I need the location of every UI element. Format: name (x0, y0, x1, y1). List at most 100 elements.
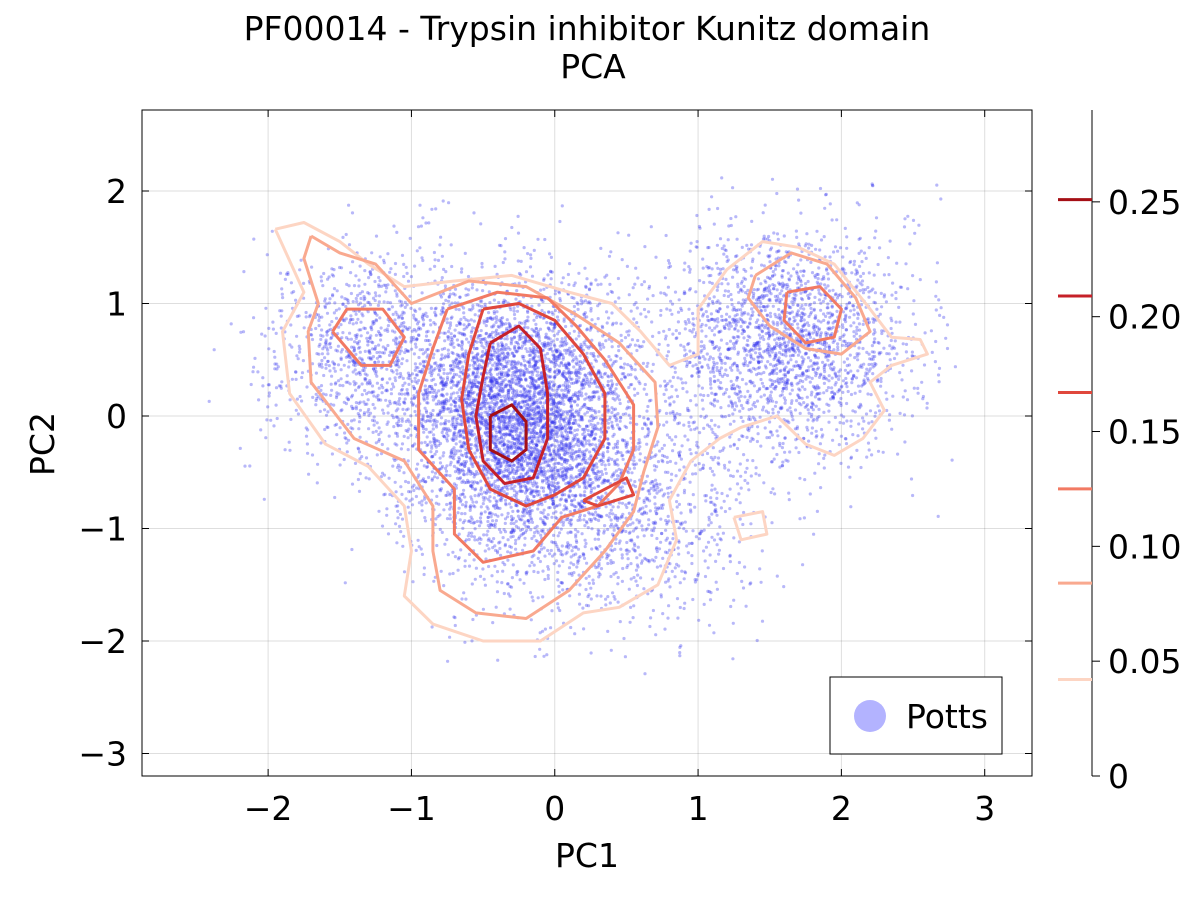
scatter-point (381, 377, 385, 381)
scatter-point (784, 354, 788, 358)
scatter-point (911, 493, 915, 498)
scatter-point (548, 428, 552, 432)
scatter-point (295, 314, 299, 318)
scatter-point (685, 544, 689, 548)
scatter-point (513, 541, 518, 546)
scatter-point (841, 421, 846, 425)
scatter-point (707, 623, 712, 627)
scatter-point (913, 322, 918, 326)
scatter-point (871, 372, 875, 376)
scatter-point (583, 373, 587, 377)
scatter-point (842, 360, 846, 364)
scatter-point (858, 289, 862, 293)
scatter-point (530, 536, 534, 541)
scatter-point (664, 538, 668, 542)
scatter-point (352, 284, 357, 288)
scatter-point (731, 383, 736, 387)
scatter-point (859, 274, 863, 278)
scatter-point (374, 372, 378, 376)
scatter-point (494, 315, 499, 319)
scatter-point (575, 540, 579, 545)
scatter-point (742, 346, 746, 350)
scatter-point (736, 285, 740, 289)
scatter-point (766, 351, 770, 355)
scatter-point (727, 346, 731, 350)
scatter-point (870, 453, 874, 457)
scatter-point (348, 321, 352, 325)
scatter-point (663, 627, 667, 631)
scatter-point (580, 440, 585, 444)
scatter-point (440, 466, 444, 470)
scatter-point (673, 566, 677, 570)
scatter-point (651, 608, 656, 613)
scatter-point (642, 534, 646, 538)
scatter-point (442, 584, 446, 588)
scatter-point (551, 388, 555, 392)
scatter-point (394, 340, 398, 344)
scatter-point (517, 377, 521, 381)
scatter-point (872, 273, 876, 277)
scatter-point (439, 416, 444, 420)
scatter-point (896, 452, 900, 456)
scatter-point (757, 333, 762, 337)
scatter-point (625, 330, 629, 334)
scatter-point (578, 363, 582, 368)
scatter-point (431, 455, 435, 459)
scatter-point (448, 323, 453, 327)
scatter-point (677, 540, 681, 544)
scatter-point (710, 512, 714, 516)
scatter-point (653, 454, 657, 458)
scatter-point (356, 412, 360, 416)
scatter-point (817, 415, 821, 419)
scatter-point (547, 458, 551, 462)
scatter-point (424, 480, 428, 484)
scatter-point (608, 511, 612, 515)
scatter-point (455, 420, 459, 424)
scatter-point (346, 422, 350, 426)
scatter-point (517, 535, 522, 539)
scatter-point (434, 501, 438, 505)
scatter-point (857, 405, 861, 409)
scatter-point (543, 408, 547, 412)
scatter-point (675, 394, 680, 398)
scatter-point (580, 505, 584, 509)
scatter-point (678, 454, 682, 459)
scatter-point (879, 376, 883, 381)
scatter-point (493, 264, 497, 268)
scatter-point (585, 396, 589, 400)
scatter-point (873, 330, 877, 334)
scatter-point (707, 366, 711, 370)
scatter-point (324, 366, 328, 370)
scatter-point (410, 485, 415, 489)
scatter-point (553, 457, 558, 461)
scatter-point (326, 348, 330, 352)
scatter-point (328, 297, 332, 301)
scatter-point (455, 338, 459, 342)
scatter-point (821, 433, 825, 437)
scatter-point (603, 467, 608, 471)
scatter-point (567, 385, 572, 389)
scatter-point (272, 349, 276, 354)
scatter-point (501, 417, 505, 421)
scatter-point (755, 373, 759, 377)
scatter-point (584, 587, 588, 592)
scatter-point (763, 286, 767, 290)
scatter-point (729, 216, 733, 221)
scatter-point (352, 347, 356, 351)
scatter-point (554, 510, 558, 514)
scatter-point (497, 541, 501, 545)
scatter-point (468, 402, 472, 406)
scatter-point (320, 328, 324, 332)
scatter-point (748, 321, 752, 325)
scatter-point (374, 294, 378, 298)
scatter-point (620, 556, 624, 560)
scatter-point (868, 409, 873, 413)
scatter-point (822, 466, 826, 470)
scatter-point (547, 326, 551, 331)
scatter-point (753, 417, 757, 421)
scatter-point (439, 569, 443, 573)
scatter-point (583, 397, 587, 401)
scatter-point (826, 311, 830, 315)
scatter-point (359, 296, 363, 301)
